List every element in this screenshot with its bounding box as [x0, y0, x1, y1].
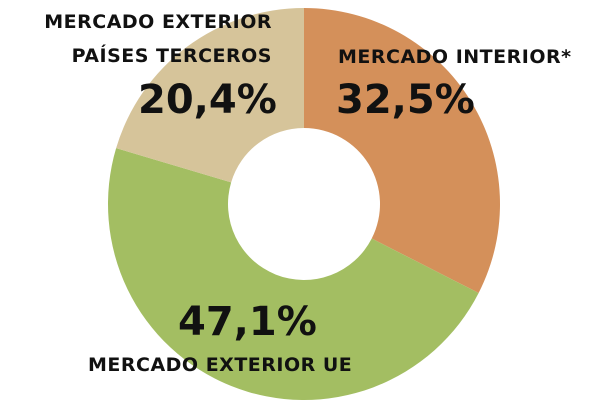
category-label: MERCADO INTERIOR*: [338, 46, 572, 68]
slice: [108, 148, 479, 400]
value-label: 20,4%: [138, 77, 277, 123]
value-label: 32,5%: [336, 77, 475, 123]
value-label: 47,1%: [178, 299, 317, 345]
category-label: MERCADO EXTERIOR UE: [88, 354, 353, 376]
slice: [116, 8, 304, 183]
slice: [304, 8, 500, 293]
category-label: MERCADO EXTERIOR PAÍSES TERCEROS: [44, 11, 272, 67]
